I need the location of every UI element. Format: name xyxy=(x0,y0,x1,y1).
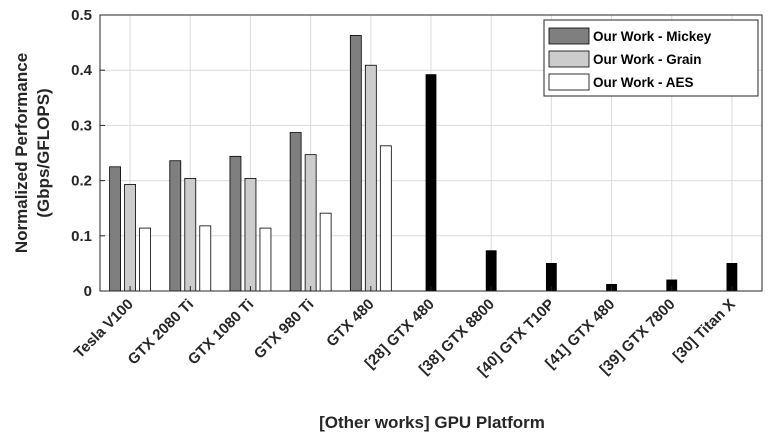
legend-label: Our Work - Mickey xyxy=(593,29,712,44)
y-tick-label: 0.4 xyxy=(71,62,93,79)
bar-our-work-grain-4 xyxy=(364,64,377,292)
bar-other-work-5 xyxy=(425,74,437,292)
bar-other-work-6 xyxy=(485,250,497,292)
bar-our-work-mickey-1 xyxy=(169,160,182,292)
legend: Our Work - Mickey Our Work - Grain Our Wor… xyxy=(543,19,759,97)
y-tick-label: 0.1 xyxy=(71,228,92,245)
x-tick-label: Tesla V100 xyxy=(71,296,137,362)
bar-our-work-grain-2 xyxy=(244,177,257,292)
legend-label: Our Work - AES xyxy=(593,75,694,90)
y-tick-label: 0.5 xyxy=(71,7,92,24)
bar-our-work-aes-0 xyxy=(139,227,151,292)
x-axis-label: [Other works] GPU Platform xyxy=(319,413,545,432)
bars xyxy=(109,35,738,292)
bar-our-work-aes-3 xyxy=(319,212,332,292)
legend-swatch xyxy=(548,73,590,91)
bar-our-work-aes-4 xyxy=(379,145,392,292)
y-tick-label: 0.3 xyxy=(71,117,92,134)
y-axis-label-line-2: (Gbps/GFLOPS) xyxy=(34,88,53,217)
legend-swatch xyxy=(548,27,590,45)
bar-our-work-mickey-2 xyxy=(229,155,242,292)
y-tick-label: 0.2 xyxy=(71,173,92,190)
x-tick-label: GTX 980 Ti xyxy=(251,296,318,363)
bar-our-work-aes-2 xyxy=(259,227,272,292)
bar-our-work-mickey-0 xyxy=(109,166,121,292)
x-tick-label: GTX 480 xyxy=(323,296,377,350)
bar-our-work-mickey-3 xyxy=(289,132,302,292)
legend-swatch xyxy=(548,50,590,68)
bar-our-work-grain-3 xyxy=(304,154,317,292)
y-tick-label: 0 xyxy=(84,283,92,300)
bar-our-work-mickey-4 xyxy=(349,35,362,292)
bar-our-work-aes-1 xyxy=(199,225,212,292)
x-tick-label: [30] Titan X xyxy=(670,296,739,365)
legend-label: Our Work - Grain xyxy=(593,52,702,67)
y-ticks: 0 0.1 0.2 0.3 0.4 0.5 xyxy=(71,7,105,300)
bar-our-work-grain-1 xyxy=(184,177,197,292)
y-axis-label-line-1: Normalized Performance xyxy=(12,53,31,253)
bar-our-work-grain-0 xyxy=(124,184,136,292)
